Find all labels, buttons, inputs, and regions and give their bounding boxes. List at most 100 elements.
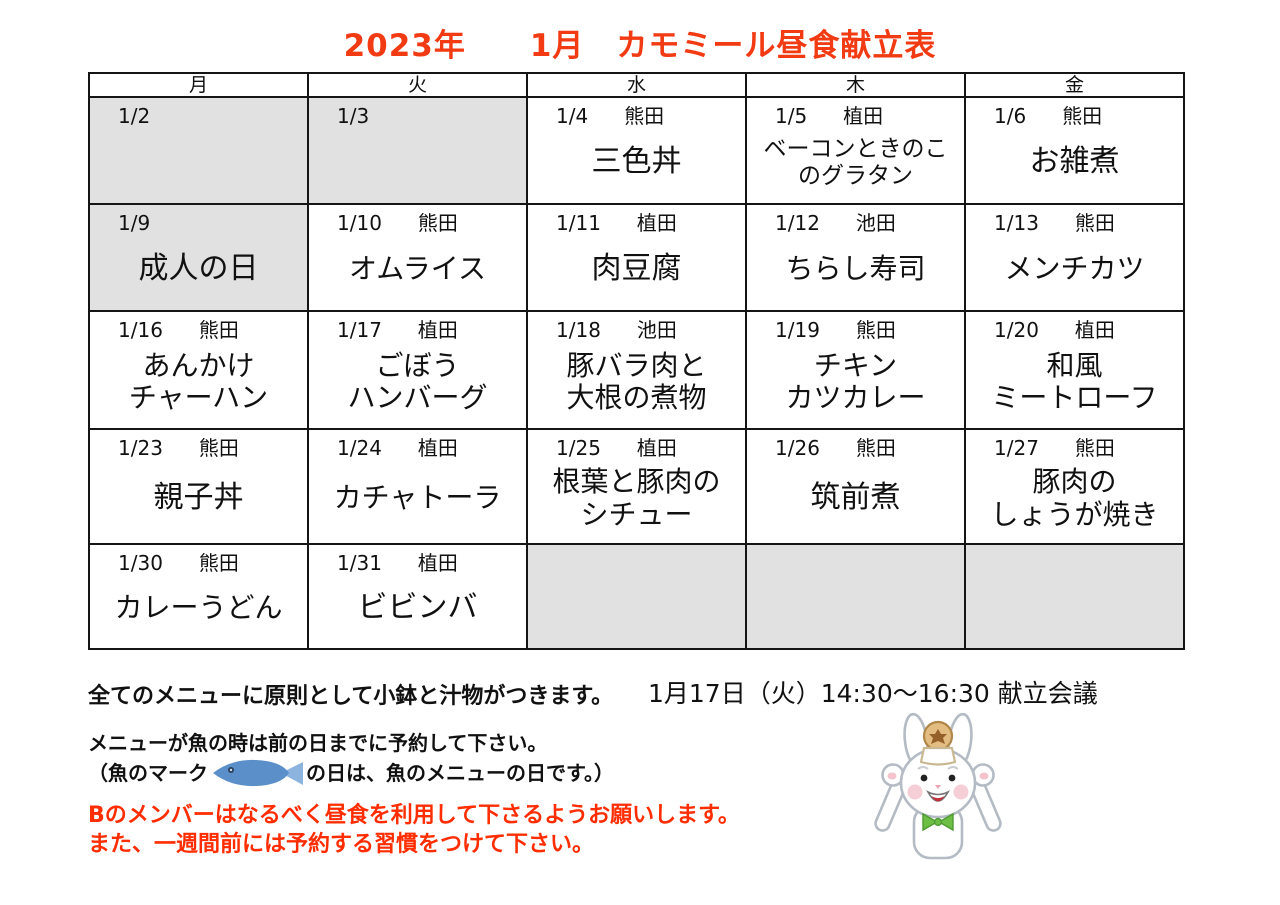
cell-menu: 豚肉の しょうが焼き bbox=[966, 460, 1183, 543]
cell-menu: ちらし寿司 bbox=[747, 235, 964, 310]
menu-cell bbox=[745, 543, 966, 650]
cell-staff: 池田 bbox=[636, 318, 677, 342]
weekday-header: 火 bbox=[307, 72, 528, 98]
cell-date: 1/27 bbox=[994, 436, 1039, 460]
cell-date-row: 1/10 熊田 bbox=[309, 205, 526, 235]
cell-date: 1/17 bbox=[337, 318, 382, 342]
cell-date: 1/30 bbox=[118, 551, 163, 575]
menu-cell: 1/4 熊田 三色丼 bbox=[526, 96, 747, 205]
cell-staff: 熊田 bbox=[198, 551, 239, 575]
cell-menu bbox=[90, 128, 307, 203]
cell-date: 1/2 bbox=[118, 104, 151, 128]
menu-line: しょうが焼き bbox=[990, 497, 1159, 531]
cell-date-row: 1/4 熊田 bbox=[528, 98, 745, 128]
cell-date: 1/19 bbox=[775, 318, 820, 342]
cell-menu: ビビンバ bbox=[309, 575, 526, 648]
menu-line: 成人の日 bbox=[138, 251, 259, 287]
menu-line: ごぼう bbox=[375, 348, 460, 382]
weekday-header: 金 bbox=[964, 72, 1185, 98]
cell-menu: あんかけ チャーハン bbox=[90, 342, 307, 428]
cell-date-row: 1/11 植田 bbox=[528, 205, 745, 235]
cell-date-row: 1/12 池田 bbox=[747, 205, 964, 235]
cell-date: 1/24 bbox=[337, 436, 382, 460]
cell-date: 1/23 bbox=[118, 436, 163, 460]
fish-note-line2: （魚のマーク の日は、魚のメニューの日です。） bbox=[88, 758, 614, 788]
week-row: 1/9 成人の日 1/10 熊田 オムライス 1/11 植田 肉豆腐 1/12 池田 ちらし寿司 1/… bbox=[88, 203, 1185, 312]
cell-date-row: 1/31 植田 bbox=[309, 545, 526, 575]
cell-menu: 豚バラ肉と 大根の煮物 bbox=[528, 342, 745, 428]
cell-date: 1/18 bbox=[556, 318, 601, 342]
menu-cell: 1/17 植田 ごぼう ハンバーグ bbox=[307, 310, 528, 430]
menu-cell: 1/3 bbox=[307, 96, 528, 205]
menu-line: ベーコンときのこ bbox=[763, 135, 948, 162]
cell-menu: 肉豆腐 bbox=[528, 235, 745, 310]
cell-staff: 植田 bbox=[417, 436, 458, 460]
cell-date: 1/20 bbox=[994, 318, 1039, 342]
cell-menu: 親子丼 bbox=[90, 460, 307, 543]
meeting-info: 1月17日（火）14:30～16:30 献立会議 bbox=[648, 679, 1098, 708]
cell-staff: 植田 bbox=[636, 436, 677, 460]
cell-date: 1/31 bbox=[337, 551, 382, 575]
cell-menu: 三色丼 bbox=[528, 128, 745, 203]
cell-staff: 植田 bbox=[417, 551, 458, 575]
menu-cell: 1/9 成人の日 bbox=[88, 203, 309, 312]
cell-staff: 熊田 bbox=[417, 211, 458, 235]
rabbit-illustration bbox=[874, 712, 1002, 860]
cell-date: 1/4 bbox=[556, 104, 589, 128]
page-title: 2023年 1月 カモミール昼食献立表 bbox=[343, 28, 937, 64]
menu-cell: 1/12 池田 ちらし寿司 bbox=[745, 203, 966, 312]
fish-note-line1: メニューが魚の時は前の日までに予約して下さい。 bbox=[88, 731, 548, 755]
cell-date-row: 1/13 熊田 bbox=[966, 205, 1183, 235]
menu-line: お雑煮 bbox=[1029, 144, 1120, 180]
cell-menu: 成人の日 bbox=[90, 235, 307, 310]
menu-line: シチュー bbox=[580, 497, 693, 531]
fish-note-line2-before: （魚のマーク bbox=[88, 760, 208, 785]
menu-cell: 1/16 熊田 あんかけ チャーハン bbox=[88, 310, 309, 430]
week-row: 1/30 熊田カレーうどん 1/31 植田ビビンバ bbox=[88, 543, 1185, 650]
menu-line: 大根の煮物 bbox=[566, 381, 707, 414]
fish-note-line2-after: の日は、魚のメニューの日です。） bbox=[306, 760, 614, 785]
week-row: 1/2 1/3 1/4 熊田 三色丼 1/5 植田 ベーコンときのこ のグラタン 1/6 熊田 お雑煮 bbox=[88, 96, 1185, 205]
weekday-header: 月 bbox=[88, 72, 309, 98]
fish-icon bbox=[213, 759, 303, 787]
menu-line: カチャトーラ bbox=[333, 481, 502, 515]
cell-date: 1/10 bbox=[337, 211, 382, 235]
calendar-body: 1/2 1/3 1/4 熊田 三色丼 1/5 植田 ベーコンときのこ のグラタン 1/6 熊田 お雑煮… bbox=[88, 96, 1185, 650]
red-note-line1: Bのメンバーはなるべく昼食を利用して下さるようお願いします。 bbox=[88, 803, 740, 828]
cell-menu: メンチカツ bbox=[966, 235, 1183, 310]
menu-cell: 1/18 池田 豚バラ肉と 大根の煮物 bbox=[526, 310, 747, 430]
menu-line: ビビンバ bbox=[357, 590, 478, 626]
menu-line: ミートローフ bbox=[991, 381, 1158, 414]
cell-menu: カレーうどん bbox=[90, 575, 307, 648]
menu-cell: 1/20 植田 和風 ミートローフ bbox=[964, 310, 1185, 430]
menu-line: のグラタン bbox=[798, 162, 913, 189]
weekday-header-row: 月火水木金 bbox=[88, 72, 1185, 98]
cell-staff: 植田 bbox=[636, 211, 677, 235]
red-note-line2: また、一週間前には予約する習慣をつけて下さい。 bbox=[88, 832, 595, 857]
cell-date-row: 1/16 熊田 bbox=[90, 312, 307, 342]
cell-date: 1/11 bbox=[556, 211, 601, 235]
menu-cell bbox=[964, 543, 1185, 650]
cell-date: 1/25 bbox=[556, 436, 601, 460]
cell-menu: 筑前煮 bbox=[747, 460, 964, 543]
side-dish-note: 全てのメニューに原則として小鉢と汁物がつきます。 bbox=[88, 684, 614, 709]
cell-menu: カチャトーラ bbox=[309, 460, 526, 543]
menu-line: 豚肉の bbox=[1032, 465, 1117, 499]
menu-cell: 1/19 熊田 チキン カツカレー bbox=[745, 310, 966, 430]
cell-date-row: 1/9 bbox=[90, 205, 307, 235]
cell-staff: 熊田 bbox=[624, 104, 665, 128]
week-row: 1/23 熊田 親子丼 1/24 植田 カチャトーラ 1/25 植田 根葉と豚肉の シチュー 1/2… bbox=[88, 428, 1185, 545]
menu-cell: 1/27 熊田 豚肉の しょうが焼き bbox=[964, 428, 1185, 545]
cell-date-row bbox=[966, 545, 1183, 575]
cell-menu: ベーコンときのこ のグラタン bbox=[747, 128, 964, 203]
menu-cell bbox=[526, 543, 747, 650]
menu-line: カレーうどん bbox=[114, 591, 283, 625]
menu-cell: 1/10 熊田 オムライス bbox=[307, 203, 528, 312]
cell-staff: 熊田 bbox=[1062, 104, 1103, 128]
cell-staff: 熊田 bbox=[1074, 211, 1115, 235]
cell-date-row: 1/2 bbox=[90, 98, 307, 128]
menu-line: 筑前煮 bbox=[810, 480, 901, 516]
menu-line: 豚バラ肉と bbox=[566, 348, 707, 382]
cell-date-row: 1/3 bbox=[309, 98, 526, 128]
